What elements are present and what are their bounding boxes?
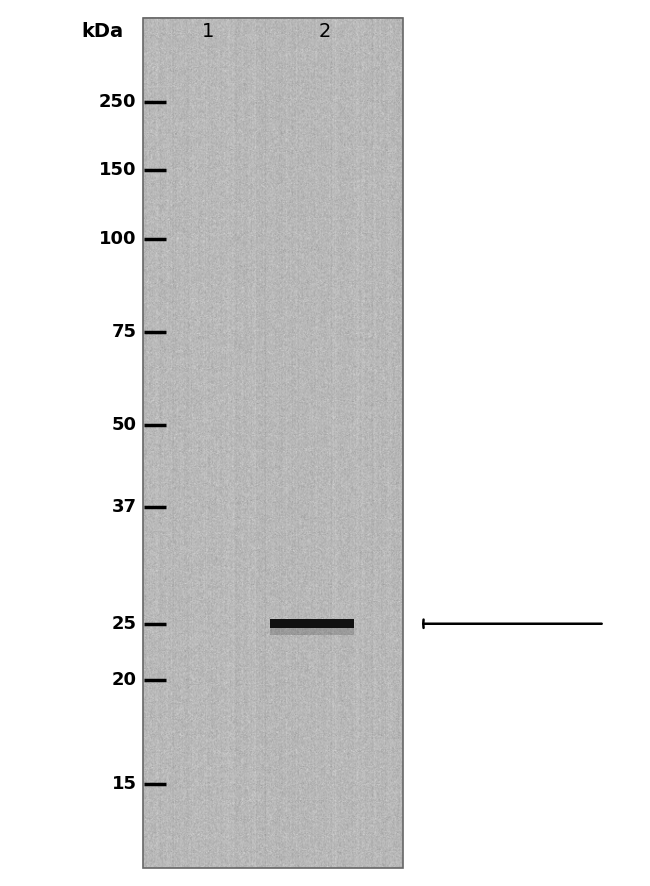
Text: 37: 37	[112, 498, 136, 516]
Text: 20: 20	[112, 672, 136, 689]
Text: 100: 100	[99, 230, 136, 248]
Text: 250: 250	[99, 93, 136, 111]
Text: 25: 25	[112, 615, 136, 633]
Text: 15: 15	[112, 775, 136, 793]
Text: 50: 50	[112, 416, 136, 434]
Bar	[270, 628, 354, 635]
Bar	[143, 18, 403, 868]
Text: 150: 150	[99, 161, 136, 179]
Text: 75: 75	[112, 323, 136, 341]
Text: 1: 1	[202, 22, 214, 41]
Bar	[270, 619, 354, 628]
Text: kDa: kDa	[81, 22, 124, 41]
Text: 2: 2	[318, 22, 332, 41]
